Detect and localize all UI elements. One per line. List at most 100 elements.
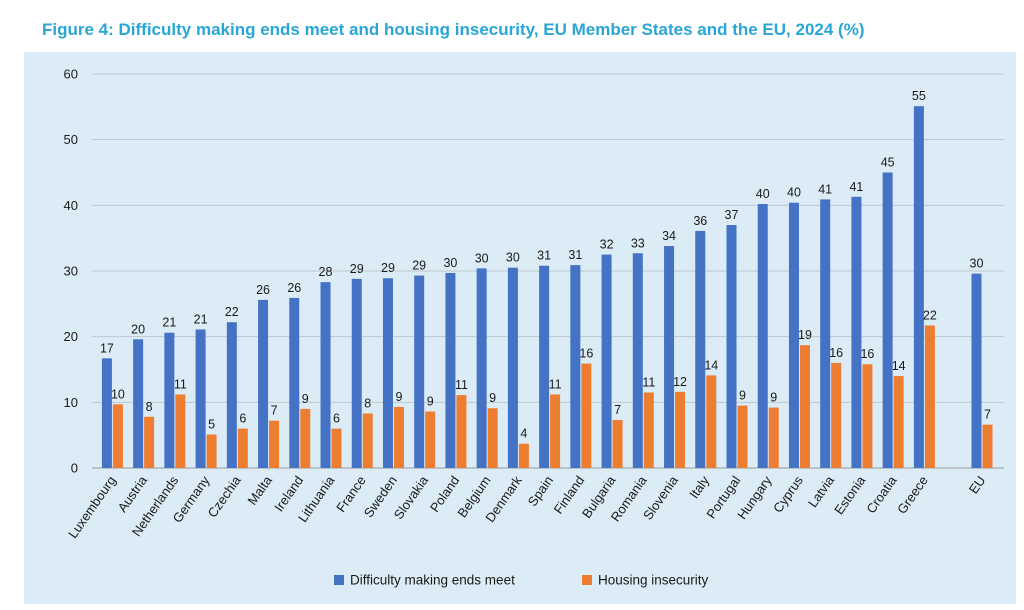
bar — [924, 325, 935, 468]
data-label: 6 — [239, 412, 246, 426]
data-label: 11 — [549, 377, 562, 391]
x-axis: LuxembourgAustriaNetherlandsGermanyCzech… — [65, 472, 988, 540]
x-tick-label: Latvia — [805, 472, 838, 510]
legend-item: Difficulty making ends meet — [334, 573, 515, 588]
bar — [445, 272, 456, 468]
bar — [414, 275, 425, 468]
bar — [737, 405, 748, 468]
bar — [425, 411, 436, 468]
data-label: 7 — [271, 404, 278, 418]
data-label: 41 — [818, 182, 832, 196]
bar — [788, 202, 799, 468]
data-label: 32 — [600, 238, 614, 252]
bar — [643, 392, 654, 468]
y-tick-label: 40 — [64, 198, 78, 213]
data-label: 26 — [256, 283, 270, 297]
data-label: 36 — [693, 214, 707, 228]
data-label: 14 — [704, 358, 718, 372]
x-tick-label: Czechia — [205, 472, 245, 520]
bar — [757, 204, 768, 468]
data-label: 16 — [579, 347, 593, 361]
x-tick-label: Spain — [525, 473, 556, 509]
bar — [101, 358, 112, 468]
bar — [393, 406, 404, 468]
data-label: 9 — [770, 391, 777, 405]
bar — [320, 282, 331, 468]
bar — [632, 253, 643, 468]
bar — [570, 265, 581, 468]
bar — [456, 395, 467, 468]
x-tick-label: Greece — [894, 473, 931, 517]
bar — [882, 172, 893, 468]
data-label: 37 — [725, 208, 739, 222]
data-label: 8 — [146, 400, 153, 414]
bar — [675, 391, 686, 468]
bar — [664, 246, 675, 468]
bar — [195, 329, 206, 468]
series-2: 10 8 11 5 6 7 9 6 8 9 9 11 9 4 11 16 7 11 12 14 9 9 19 16 16 14 22… — [111, 309, 993, 468]
bar — [695, 230, 706, 468]
x-tick-label: Luxembourg — [65, 473, 119, 541]
data-label: 29 — [381, 261, 395, 275]
data-label: 45 — [881, 156, 895, 170]
data-label: 31 — [537, 249, 551, 263]
bar — [112, 404, 123, 468]
bar — [382, 278, 393, 468]
bar — [518, 443, 529, 468]
data-label: 30 — [475, 251, 489, 265]
bar-chart: 0 10 20 30 40 50 60 17 20 21 21 22 26 26 28 29 29 29 30 30 3… — [64, 67, 1004, 588]
data-label: 33 — [631, 236, 645, 250]
legend-item: Housing insecurity — [582, 573, 709, 588]
data-label: 30 — [970, 257, 984, 271]
bar — [893, 376, 904, 468]
bar — [971, 273, 982, 468]
bar — [258, 299, 269, 468]
data-label: 16 — [860, 347, 874, 361]
data-label: 11 — [455, 378, 468, 392]
data-label: 26 — [287, 281, 301, 295]
data-label: 40 — [756, 187, 770, 201]
data-label: 55 — [912, 89, 926, 103]
bar — [300, 408, 311, 468]
bar — [226, 322, 237, 468]
chart-panel: 0 10 20 30 40 50 60 17 20 21 21 22 26 26 28 29 29 29 30 30 3… — [24, 52, 1016, 604]
legend-swatch — [582, 575, 592, 585]
data-label: 9 — [489, 391, 496, 405]
data-label: 6 — [333, 412, 340, 426]
chart-title: Figure 4: Difficulty making ends meet an… — [42, 20, 865, 39]
bar — [851, 196, 862, 468]
data-label: 40 — [787, 186, 801, 200]
bar — [269, 420, 280, 468]
data-label: 11 — [642, 375, 655, 389]
data-label: 9 — [739, 389, 746, 403]
data-label: 20 — [131, 322, 145, 336]
bar — [351, 278, 362, 468]
bar — [507, 267, 518, 468]
bar — [726, 225, 737, 468]
data-label: 9 — [395, 390, 402, 404]
bar — [144, 416, 155, 468]
data-label: 21 — [194, 312, 208, 326]
bar — [550, 394, 561, 468]
data-label: 30 — [443, 256, 457, 270]
x-tick-label: Malta — [244, 472, 275, 507]
y-axis: 0 10 20 30 40 50 60 — [64, 67, 78, 476]
bar — [133, 339, 144, 468]
data-label: 16 — [829, 346, 843, 360]
data-label: 22 — [923, 309, 937, 323]
data-label: 7 — [984, 408, 991, 422]
y-tick-label: 0 — [71, 461, 78, 476]
bar — [331, 428, 342, 468]
y-tick-label: 30 — [64, 264, 78, 279]
data-label: 12 — [673, 375, 687, 389]
data-label: 5 — [208, 418, 215, 432]
data-label: 31 — [568, 248, 582, 262]
bar — [487, 408, 498, 468]
bar — [539, 265, 550, 468]
data-label: 30 — [506, 251, 520, 265]
bar — [820, 199, 831, 468]
bar — [581, 363, 592, 468]
data-label: 4 — [520, 427, 527, 441]
y-tick-label: 20 — [64, 329, 78, 344]
